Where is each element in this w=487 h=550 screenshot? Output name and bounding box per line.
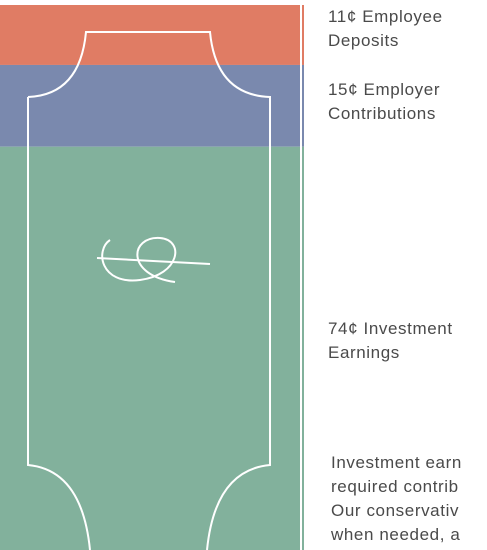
segment-label: 15¢ Employer Contributions	[328, 78, 486, 126]
note-line: Investment earn	[331, 451, 487, 475]
note-line: when needed, a	[331, 523, 487, 547]
value-label: 15¢	[328, 80, 358, 99]
page: 11¢ Employee Deposits 15¢ Employer Contri…	[0, 0, 487, 550]
segment-edge	[302, 65, 304, 147]
segment-edge	[302, 5, 304, 65]
segment-label: 11¢ Employee Deposits	[328, 5, 486, 53]
segment	[0, 5, 300, 65]
segment-edge	[302, 147, 304, 550]
value-label: 74¢	[328, 319, 358, 338]
segment-label: 74¢ Investment Earnings	[328, 317, 486, 365]
segment	[0, 65, 300, 147]
note-line: required contrib	[331, 475, 487, 499]
segment	[0, 147, 300, 550]
value-label: 11¢	[328, 7, 357, 26]
note-line: Our conservativ	[331, 499, 487, 523]
